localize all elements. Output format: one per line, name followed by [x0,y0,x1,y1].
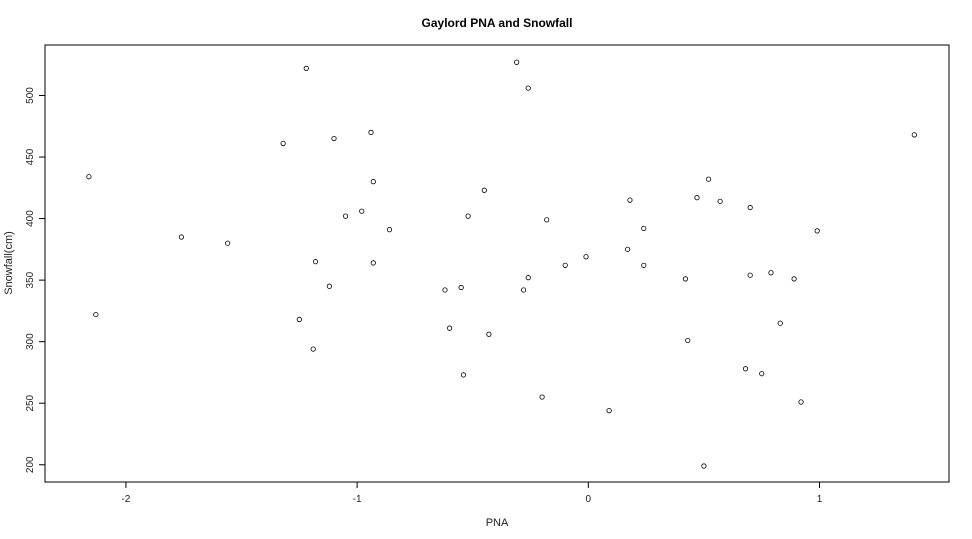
data-point [514,59,520,65]
data-point [791,276,797,282]
data-point [911,132,917,138]
data-point [562,262,568,268]
data-point [701,463,707,469]
x-tick-label: 1 [817,494,823,505]
data-point [583,254,589,260]
data-point [178,234,185,240]
y-axis-title: Snowfall(cm) [3,231,15,295]
data-point [465,213,471,219]
data-point [386,227,393,233]
data-point [539,394,545,400]
data-point [370,179,376,185]
data-point [520,287,527,293]
data-point [525,275,531,281]
y-tick-label: 300 [25,333,36,350]
data-point [460,372,467,378]
data-point [627,197,633,203]
data-point [759,371,765,377]
data-point [296,316,302,323]
data-point [682,276,689,282]
plot-frame [44,44,950,483]
data-point [310,346,316,352]
data-point [447,325,453,331]
data-point [486,331,492,337]
data-point [625,246,631,252]
data-point [458,284,464,291]
data-point [442,287,448,293]
x-axis: -2 -1 0 1 [121,482,823,505]
x-axis-title: PNA [486,517,509,529]
data-point [86,174,92,180]
y-tick-label: 350 [25,271,36,288]
data-point [694,195,700,201]
x-tick-label: 0 [586,494,592,505]
y-tick-label: 200 [25,456,36,473]
data-point [717,198,723,204]
data-point [814,228,820,234]
data-point [303,65,309,71]
data-point [370,260,376,266]
data-point [641,262,647,268]
data-point [331,135,337,142]
data-point [312,259,319,265]
data-point [525,85,531,91]
data-point [544,217,550,223]
x-tick-label: -2 [121,494,130,505]
data-points [86,59,917,469]
data-point [768,270,774,276]
data-point [93,311,99,318]
data-point [280,140,286,147]
data-point [798,399,804,405]
y-tick-label: 400 [25,210,36,227]
data-point [368,129,374,135]
y-axis: 200 250 300 350 400 450 500 [25,87,45,473]
data-point [747,272,753,278]
data-point [641,225,647,232]
data-point [342,213,349,219]
data-point [747,204,753,211]
data-point [777,320,783,326]
data-point [606,408,612,414]
data-point [225,240,231,246]
x-tick-label: -1 [353,494,362,505]
y-tick-label: 250 [25,394,36,411]
data-point [685,337,691,344]
data-point [742,366,749,372]
chart-title: Gaylord PNA and Snowfall [422,16,573,30]
data-point [705,176,712,182]
data-point [326,283,332,289]
data-point [359,208,365,214]
data-point [481,187,487,193]
y-tick-label: 450 [25,148,36,165]
y-tick-label: 500 [25,87,36,104]
